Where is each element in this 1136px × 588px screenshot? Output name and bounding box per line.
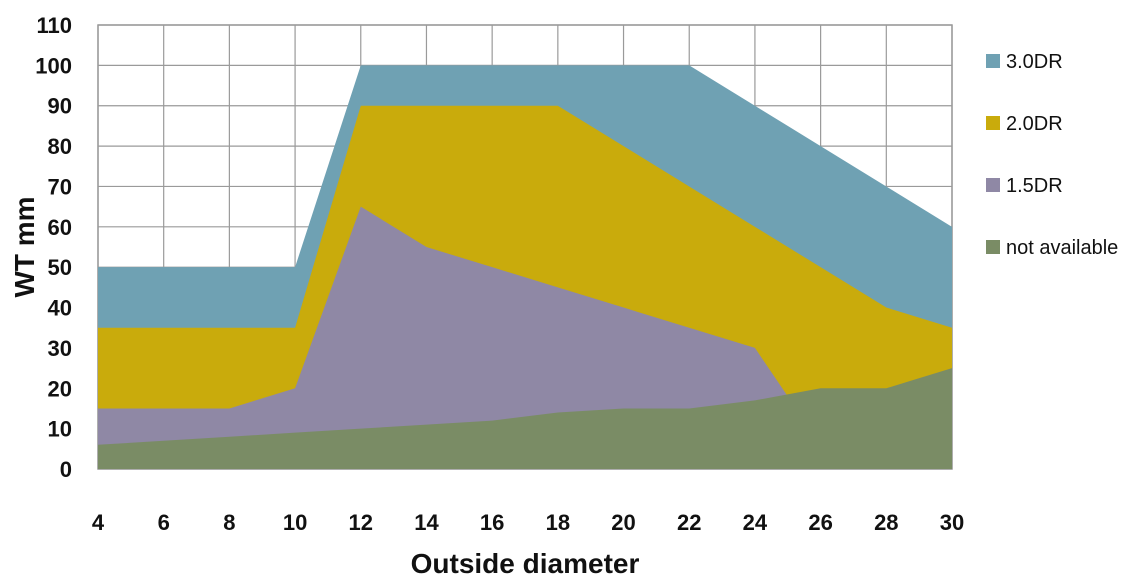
legend-label: 2.0DR [1006,113,1063,135]
x-tick-label: 8 [223,510,235,535]
x-axis-title: Outside diameter [411,548,640,579]
x-tick-label: 22 [677,510,701,535]
x-tick-label: 28 [874,510,898,535]
y-tick-label: 10 [48,417,72,442]
y-axis-ticks: 0 10 20 30 40 50 60 70 80 90 100 110 [35,13,72,482]
x-tick-label: 10 [283,510,307,535]
legend: 3.0DR 2.0DR 1.5DR not available [986,51,1118,259]
series-area-not-available [98,368,952,469]
x-tick-label: 30 [940,510,964,535]
legend-label: 1.5DR [1006,175,1063,197]
x-tick-label: 4 [92,510,105,535]
legend-label: not available [1006,237,1118,259]
x-tick-label: 14 [414,510,439,535]
y-axis-title: WT mm [9,196,40,297]
y-tick-label: 80 [48,134,72,159]
y-tick-label: 30 [48,336,72,361]
y-tick-label: 100 [35,53,72,78]
legend-item-2-0dr: 2.0DR [986,113,1063,135]
y-tick-label: 20 [48,376,72,401]
series-areas [98,65,952,470]
series-area-1-5dr [98,206,788,470]
x-tick-label: 6 [158,510,170,535]
x-tick-label: 20 [611,510,635,535]
x-axis-ticks: 4 6 8 10 12 14 16 18 20 22 24 26 28 30 [92,510,964,535]
legend-swatch [986,178,1000,192]
legend-swatch [986,116,1000,130]
y-tick-label: 70 [48,174,72,199]
y-tick-label: 60 [48,215,72,240]
legend-item-1-5dr: 1.5DR [986,175,1063,197]
y-tick-label: 110 [37,13,73,38]
legend-label: 3.0DR [1006,51,1063,73]
x-tick-label: 18 [546,510,570,535]
legend-item-not-available: not available [986,237,1118,259]
y-tick-label: 40 [48,296,72,321]
legend-swatch [986,54,1000,68]
legend-item-3-0dr: 3.0DR [986,51,1063,73]
x-tick-label: 24 [743,510,768,535]
y-tick-label: 90 [48,94,72,119]
x-tick-label: 12 [349,510,373,535]
x-tick-label: 26 [808,510,832,535]
x-tick-label: 16 [480,510,504,535]
y-tick-label: 0 [60,457,72,482]
legend-swatch [986,240,1000,254]
y-tick-label: 50 [48,255,72,280]
